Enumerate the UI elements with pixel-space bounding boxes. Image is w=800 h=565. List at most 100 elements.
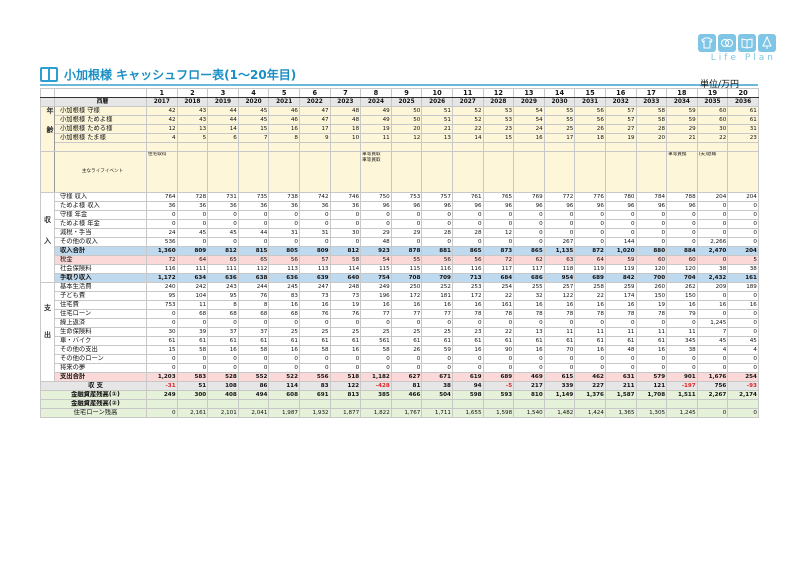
value-cell: 1,655: [451, 408, 484, 418]
value-cell: 31: [727, 124, 759, 134]
value-cell: 0: [727, 318, 759, 328]
expense-row: 繰上返済 0 0 0 0 0 0 0 0 0 0 0 0 0 0 0 0 0 0 1,245 0: [41, 318, 759, 328]
value-cell: 1,587: [604, 390, 637, 400]
value-cell: 0: [666, 237, 698, 247]
value-cell: 45: [696, 336, 729, 346]
value-cell: 68: [176, 309, 209, 319]
value-cell: 32: [513, 291, 545, 301]
value-cell: 385: [360, 390, 392, 400]
value-cell: 634: [176, 273, 209, 283]
section-label-income-text: 収入: [43, 215, 52, 258]
income-row: 減税・手当 24 45 45 44 31 31 30 29 29 28 28 12 0 0 0 0 0 0 0 0: [41, 228, 759, 238]
value-cell: 96: [543, 201, 576, 211]
value-cell: 14: [451, 133, 484, 143]
value-cell: 61: [574, 336, 606, 346]
value-cell: 189: [727, 282, 759, 292]
year-cell: 2027: [451, 97, 484, 107]
section-label-income: 収入: [40, 192, 55, 283]
value-cell: 0: [727, 291, 759, 301]
value-cell: 30: [696, 124, 729, 134]
value-cell: 1,245: [696, 318, 729, 328]
value-cell: 117: [513, 264, 545, 274]
value-cell: 204: [727, 246, 759, 256]
year-number-row: 1 2 3 4 5 6 7 8 9 10 11 12 13 14 15 16 17 18 19 20: [40, 88, 759, 98]
value-cell: 469: [513, 372, 545, 382]
year-number-cell: 13: [513, 88, 545, 98]
value-cell: [237, 142, 270, 152]
value-cell: 46: [268, 115, 300, 125]
value-cell: 86: [237, 381, 270, 391]
value-cell: 638: [237, 273, 270, 283]
value-cell: 0: [696, 363, 729, 373]
value-cell: 0: [666, 210, 698, 220]
value-cell: 250: [390, 282, 423, 292]
value-cell: 96: [482, 201, 515, 211]
value-cell: 753: [390, 192, 423, 202]
value-cell: 61: [482, 336, 515, 346]
year-cell: 2026: [421, 97, 453, 107]
value-cell: 0: [390, 363, 423, 373]
value-cell: 60: [666, 255, 698, 265]
value-cell: 254: [482, 282, 515, 292]
value-cell: 0: [482, 354, 515, 364]
value-cell: 52: [451, 115, 484, 125]
value-cell: 0: [451, 318, 484, 328]
value-cell: 0: [482, 237, 515, 247]
year-number-cell: 18: [666, 88, 698, 98]
value-cell: 56: [268, 255, 300, 265]
value-cell: 300: [176, 390, 209, 400]
age-row: 小加根様 ためよ様 42 43 44 45 46 47 48 49 50 51 52 53 54 55 56 5…: [41, 115, 759, 125]
value-cell: 64: [176, 255, 209, 265]
value-cell: 13: [176, 124, 209, 134]
value-cell: 345: [666, 336, 698, 346]
value-cell: 211: [604, 381, 637, 391]
section-label-age: 年齢: [40, 106, 55, 152]
value-cell: 25: [298, 327, 331, 337]
value-cell: 0: [604, 363, 637, 373]
value-cell: 16: [574, 345, 606, 355]
value-cell: 0: [329, 237, 362, 247]
value-cell: 627: [390, 372, 423, 382]
value-cell: 18: [574, 133, 606, 143]
value-cell: 0: [635, 228, 668, 238]
value-cell: 73: [329, 291, 362, 301]
year-number-cell: 11: [451, 88, 484, 98]
value-cell: 0: [176, 237, 209, 247]
value-cell: 19: [604, 133, 637, 143]
value-cell: 842: [604, 273, 637, 283]
value-cell: 51: [421, 106, 453, 116]
year-cell: 2034: [666, 97, 698, 107]
event-cell: [727, 151, 759, 193]
value-cell: 780: [604, 192, 637, 202]
value-cell: [574, 399, 606, 409]
value-cell: 788: [666, 192, 698, 202]
value-cell: 0: [176, 363, 209, 373]
year-number-cell: 12: [482, 88, 515, 98]
value-cell: 16: [696, 300, 729, 310]
value-cell: 43: [176, 115, 209, 125]
value-cell: 76: [298, 309, 331, 319]
value-cell: 16: [268, 300, 300, 310]
value-cell: 0: [604, 210, 637, 220]
value-cell: 0: [635, 318, 668, 328]
value-cell: 57: [604, 106, 637, 116]
value-cell: 248: [329, 282, 362, 292]
value-cell: [146, 142, 178, 152]
value-cell: 764: [146, 192, 178, 202]
value-cell: 0: [451, 219, 484, 229]
value-cell: 112: [237, 264, 270, 274]
event-cell: [451, 151, 484, 193]
value-cell: 0: [329, 210, 362, 220]
value-cell: 408: [207, 390, 239, 400]
year-cell: 2032: [604, 97, 637, 107]
value-cell: 709: [421, 273, 453, 283]
row-label: 住宅ローン: [54, 309, 147, 319]
value-cell: 72: [482, 255, 515, 265]
value-cell: 504: [421, 390, 453, 400]
value-cell: 242: [176, 282, 209, 292]
value-cell: 1,182: [360, 372, 392, 382]
value-cell: 0: [696, 201, 729, 211]
value-cell: 120: [635, 264, 668, 274]
value-cell: 58: [635, 106, 668, 116]
logo-icons: [698, 34, 776, 52]
